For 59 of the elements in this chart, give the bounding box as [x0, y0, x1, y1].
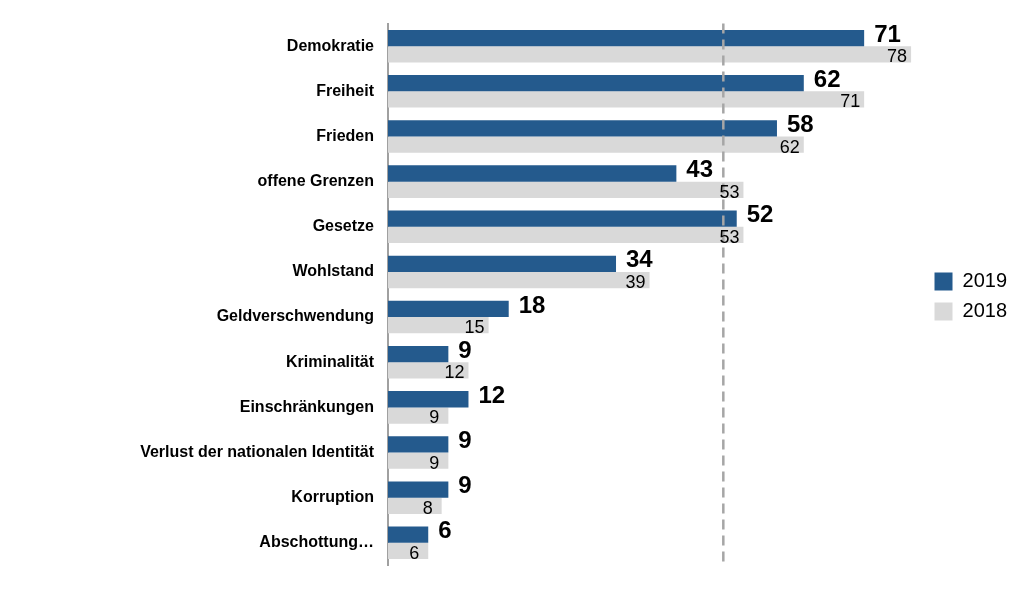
y-tick-label: Korruption [291, 488, 374, 506]
bar [388, 317, 489, 334]
data-label: 12 [478, 380, 506, 408]
data-label: 9 [429, 452, 440, 473]
data-label: 58 [786, 109, 814, 137]
data-label: 62 [813, 64, 841, 92]
legend-label: 2019 [962, 269, 1008, 292]
bar [388, 271, 650, 289]
data-label: 71 [840, 91, 861, 112]
data-label: 43 [686, 155, 714, 183]
data-label: 8 [422, 497, 433, 518]
y-tick-label: offene Grenzen [257, 172, 374, 190]
data-label: 9 [429, 407, 440, 428]
y-tick-label: Geldverschwendung [216, 307, 374, 325]
data-label: 9 [458, 426, 472, 454]
y-tick-label: Demokratie [286, 36, 375, 54]
y-tick-label: Kriminalität [285, 352, 375, 370]
bar [388, 452, 449, 469]
data-label: 52 [746, 200, 774, 228]
bar [388, 120, 777, 137]
data-label: 9 [458, 471, 472, 499]
bar [388, 136, 804, 153]
data-label: 12 [444, 362, 465, 383]
bar [388, 345, 449, 363]
bar [388, 226, 744, 244]
data-label: 9 [458, 335, 472, 363]
bar [388, 526, 429, 543]
bar [388, 481, 449, 498]
data-label: 15 [464, 317, 485, 338]
data-label: 78 [887, 46, 908, 67]
data-label: 39 [625, 272, 646, 293]
data-label: 6 [409, 542, 420, 563]
data-label: 34 [626, 245, 654, 273]
y-tick-label: Abschottung… [259, 533, 374, 551]
data-label: 6 [438, 516, 452, 544]
bar [388, 300, 509, 318]
y-tick-label: Freiheit [316, 81, 375, 99]
y-tick-label: Verlust der nationalen Identität [140, 442, 375, 460]
data-label: 62 [779, 136, 800, 157]
bar [388, 210, 737, 227]
bar [388, 436, 449, 453]
y-tick-label: Frieden [316, 126, 374, 144]
data-label: 53 [719, 226, 740, 247]
y-tick-label: Einschränkungen [239, 397, 374, 415]
bar [388, 75, 804, 92]
data-label: 71 [874, 19, 901, 47]
bar [388, 91, 865, 108]
y-tick-label: Wohlstand [292, 262, 374, 280]
bar [388, 255, 617, 272]
data-label: 18 [518, 290, 546, 318]
legend-label: 2018 [962, 299, 1008, 322]
y-tick-label: Gesetze [312, 217, 375, 235]
bar [388, 46, 912, 63]
bar [388, 181, 744, 198]
bar [388, 407, 449, 424]
bar [388, 391, 469, 408]
bar [388, 29, 865, 47]
bar [388, 165, 677, 182]
data-label: 53 [719, 181, 740, 202]
